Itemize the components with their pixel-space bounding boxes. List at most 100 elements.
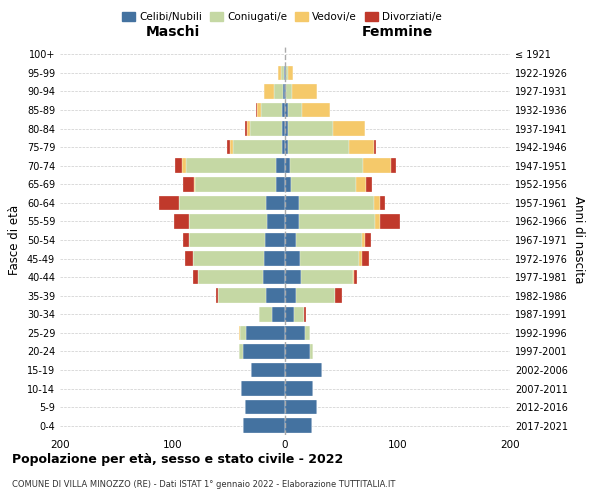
Bar <box>289 66 293 80</box>
Bar <box>239 326 240 340</box>
Bar <box>284 66 285 80</box>
Bar <box>299 214 375 228</box>
Bar <box>259 307 271 322</box>
Bar <box>289 122 334 136</box>
Text: COMUNE DI VILLA MINOZZO (RE) - Dati ISTAT 1° gennaio 2022 - Elaborazione TUTTITA: COMUNE DI VILLA MINOZZO (RE) - Dati ISTA… <box>12 480 395 489</box>
Bar <box>285 270 301 284</box>
Bar <box>278 66 281 80</box>
Y-axis label: Fasce di età: Fasce di età <box>8 205 21 275</box>
Bar <box>285 363 322 377</box>
Bar <box>285 288 296 303</box>
Bar <box>285 344 310 358</box>
Bar <box>173 214 190 228</box>
Bar <box>179 196 266 210</box>
Bar <box>361 233 365 247</box>
Bar <box>244 344 285 358</box>
Bar <box>305 326 310 340</box>
Bar <box>366 177 371 192</box>
Bar <box>244 418 285 433</box>
Bar <box>310 344 313 358</box>
Bar <box>361 252 370 266</box>
Bar <box>245 400 285 414</box>
Bar <box>365 233 371 247</box>
Bar <box>380 196 385 210</box>
Bar <box>239 344 244 358</box>
Bar <box>296 233 361 247</box>
Bar <box>285 122 289 136</box>
Bar <box>285 196 299 210</box>
Bar <box>285 177 290 192</box>
Bar <box>281 122 285 136</box>
Bar <box>240 326 245 340</box>
Bar <box>285 252 299 266</box>
Bar <box>276 177 285 192</box>
Bar <box>245 326 285 340</box>
Bar <box>218 288 266 303</box>
Bar <box>175 158 182 173</box>
Bar <box>182 158 186 173</box>
Bar <box>276 158 285 173</box>
Bar <box>267 214 285 228</box>
Bar <box>263 84 274 98</box>
Bar <box>285 84 286 98</box>
Bar <box>356 177 366 192</box>
Bar <box>195 177 276 192</box>
Bar <box>266 288 285 303</box>
Bar <box>302 103 330 117</box>
Bar <box>263 270 285 284</box>
Bar <box>186 158 276 173</box>
Bar <box>190 233 265 247</box>
Legend: Celibi/Nubili, Coniugati/e, Vedovi/e, Divorziati/e: Celibi/Nubili, Coniugati/e, Vedovi/e, Di… <box>118 8 446 26</box>
Bar <box>374 196 380 210</box>
Bar <box>265 233 285 247</box>
Bar <box>285 66 286 80</box>
Bar <box>266 196 285 210</box>
Bar <box>193 252 263 266</box>
Bar <box>299 196 374 210</box>
Bar <box>374 140 376 154</box>
Bar <box>294 307 304 322</box>
Bar <box>285 103 289 117</box>
Bar <box>185 252 193 266</box>
Bar <box>247 122 250 136</box>
Bar <box>285 418 312 433</box>
Bar <box>290 158 362 173</box>
Bar <box>159 196 179 210</box>
Bar <box>292 84 317 98</box>
Bar <box>335 288 343 303</box>
Bar <box>299 252 359 266</box>
Bar <box>281 66 284 80</box>
Bar <box>290 177 356 192</box>
Bar <box>190 214 267 228</box>
Bar <box>301 270 353 284</box>
Bar <box>283 84 285 98</box>
Bar <box>194 177 195 192</box>
Bar <box>285 233 296 247</box>
Bar <box>281 140 285 154</box>
Bar <box>251 363 285 377</box>
Bar <box>271 307 285 322</box>
Bar <box>233 140 281 154</box>
Bar <box>349 140 374 154</box>
Bar <box>193 270 199 284</box>
Bar <box>285 307 294 322</box>
Bar <box>289 140 349 154</box>
Bar <box>285 382 313 396</box>
Bar <box>286 84 292 98</box>
Bar <box>285 214 299 228</box>
Bar <box>230 140 233 154</box>
Bar <box>250 122 281 136</box>
Bar <box>380 214 400 228</box>
Bar <box>296 288 335 303</box>
Bar <box>262 103 281 117</box>
Bar <box>182 177 194 192</box>
Text: Maschi: Maschi <box>145 26 200 40</box>
Bar <box>227 140 230 154</box>
Bar <box>285 400 317 414</box>
Bar <box>362 158 391 173</box>
Bar <box>241 382 285 396</box>
Bar <box>334 122 365 136</box>
Y-axis label: Anni di nascita: Anni di nascita <box>572 196 584 284</box>
Bar <box>391 158 397 173</box>
Bar <box>281 103 285 117</box>
